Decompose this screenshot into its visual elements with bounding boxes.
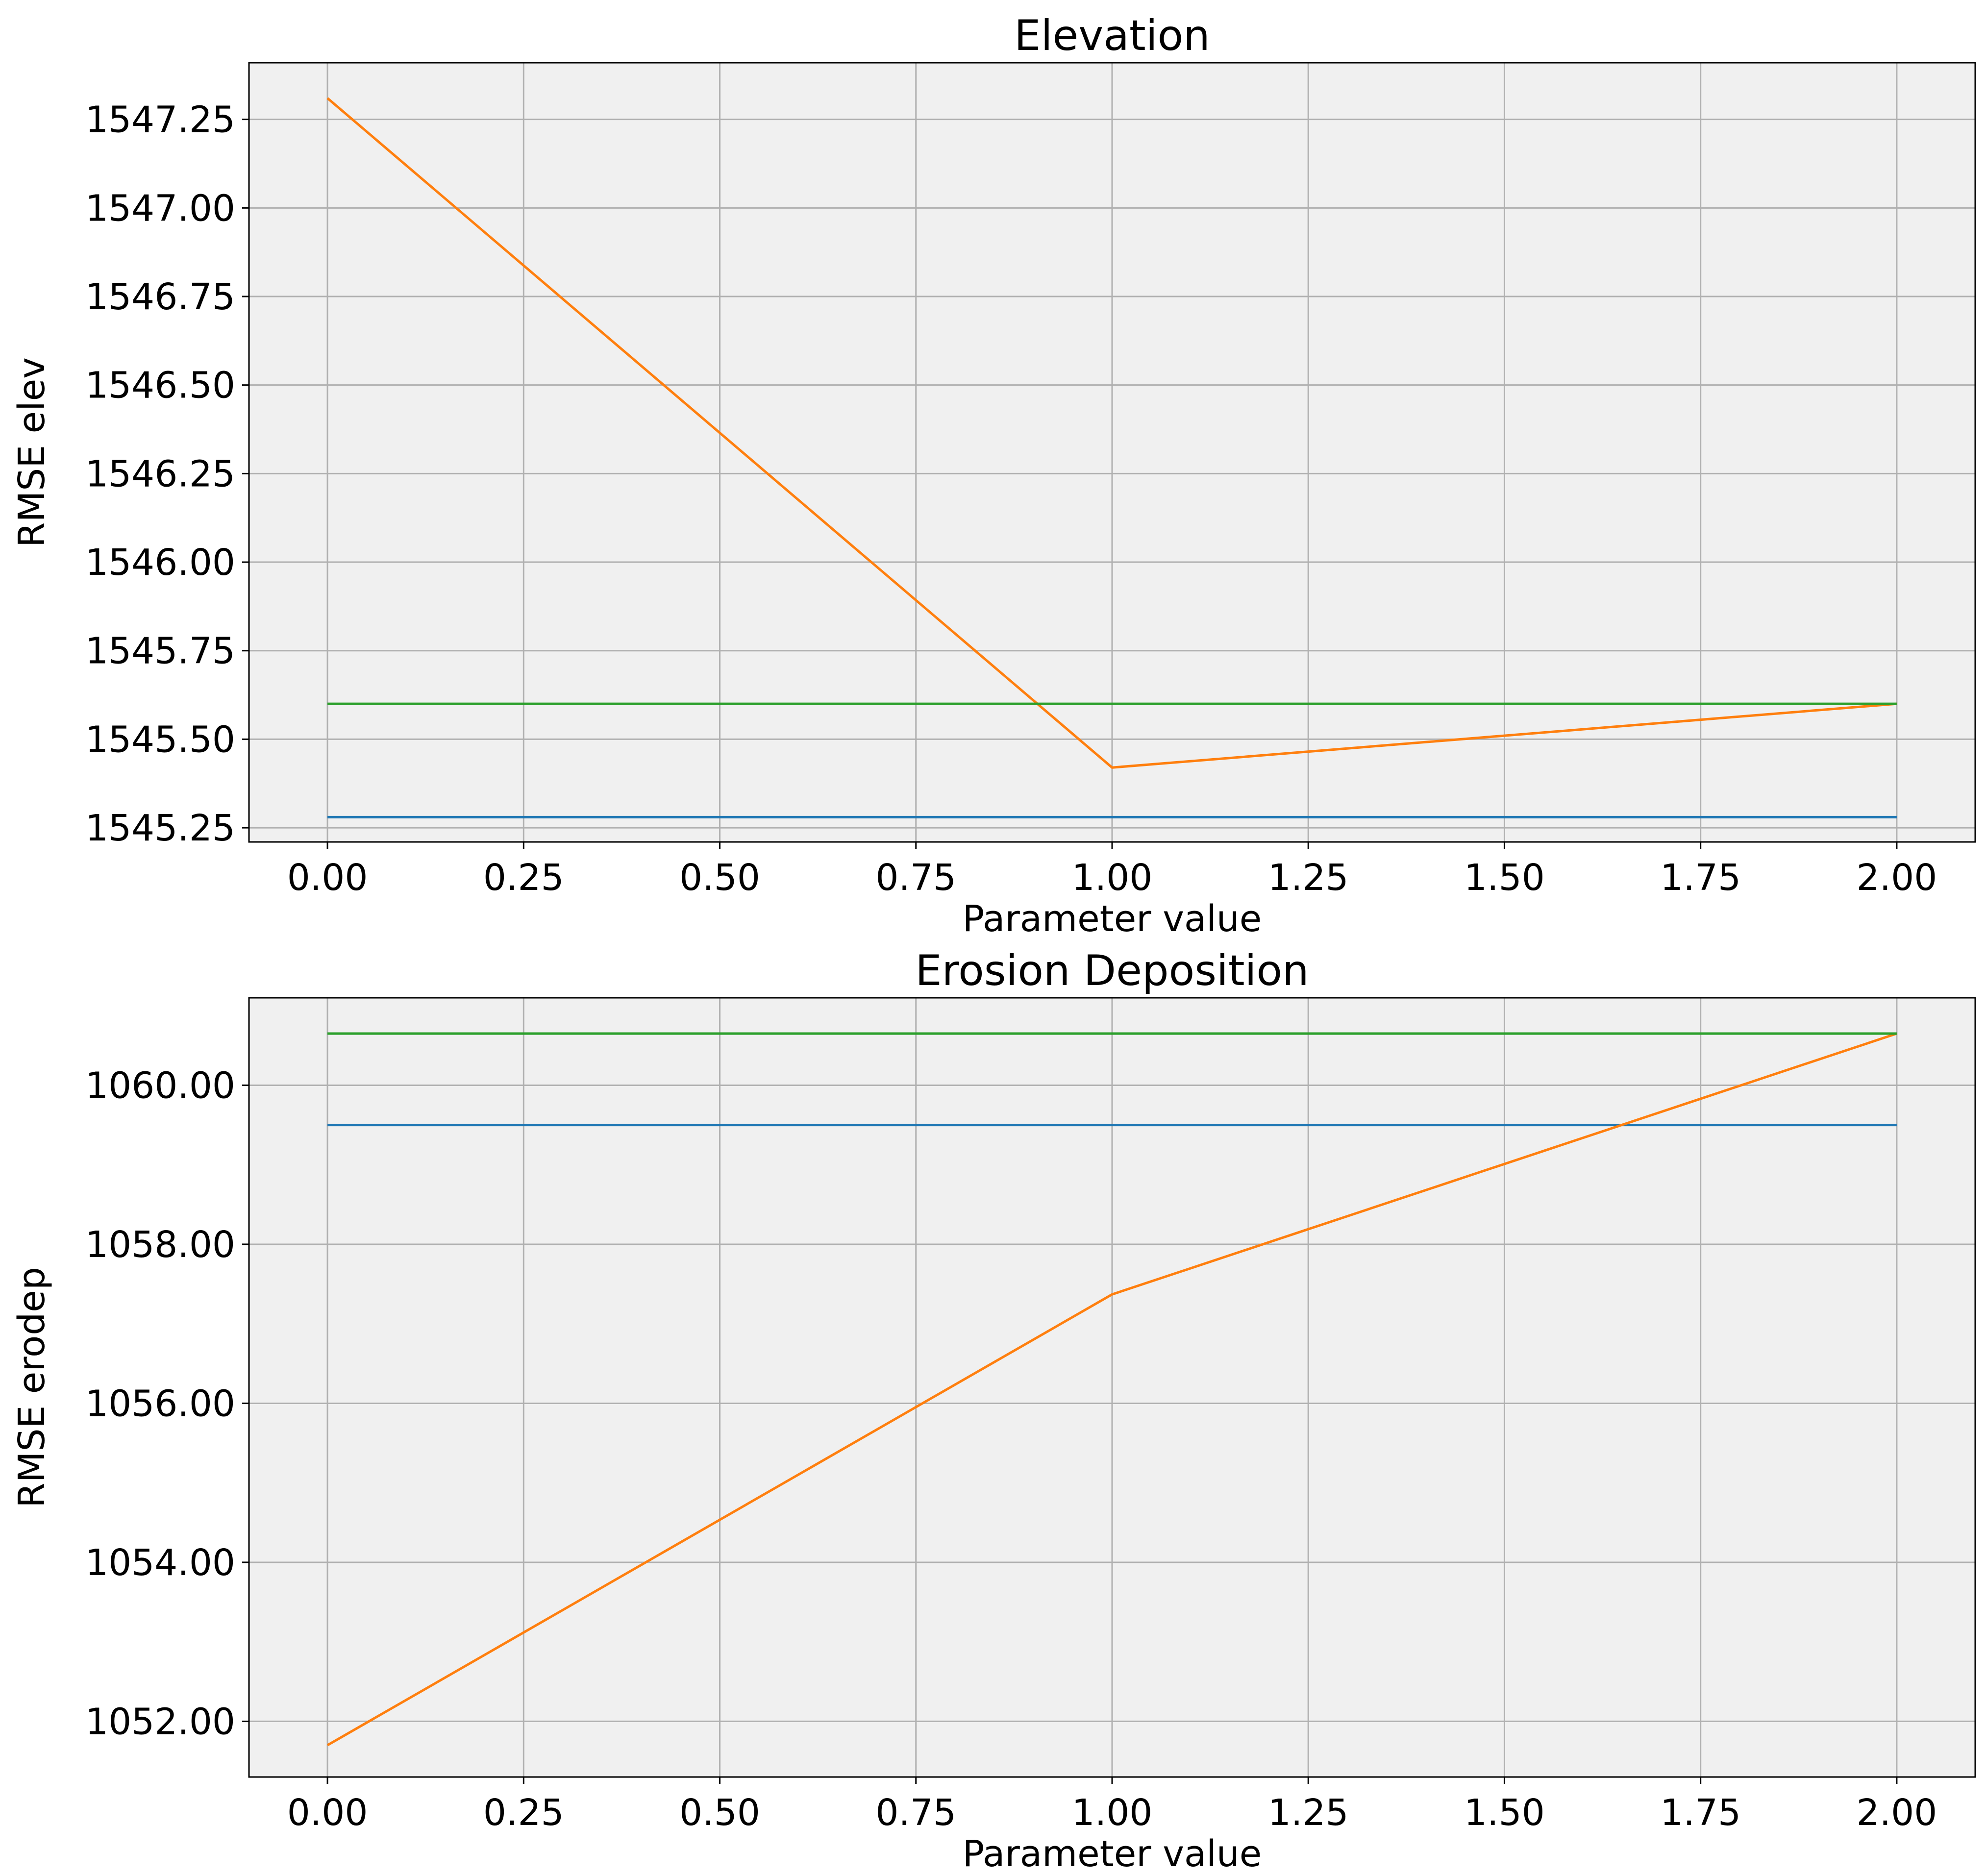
- y-tick-label: 1545.25: [85, 807, 235, 849]
- y-tick-label: 1546.50: [85, 365, 235, 407]
- series-line-2: [326, 1032, 1897, 1747]
- x-tick-label: 0.75: [875, 1792, 956, 1834]
- y-tick-label: 1546.25: [85, 453, 235, 495]
- x-tick-label: 1.50: [1464, 857, 1545, 899]
- y-tick-label: 1052.00: [85, 1701, 235, 1743]
- x-tick-label: 0.00: [287, 1792, 368, 1834]
- series-lines: [326, 97, 1897, 818]
- y-tick-label: 1546.75: [85, 276, 235, 318]
- x-tick-label: 1.00: [1072, 1792, 1153, 1834]
- x-tick-label: 2.00: [1857, 857, 1937, 899]
- y-tick-label: 1546.00: [85, 542, 235, 584]
- y-tick-label: 1547.00: [85, 187, 235, 229]
- y-tick-label: 1547.25: [85, 99, 235, 141]
- y-tick-label: 1545.50: [85, 718, 235, 761]
- x-tick-label: 1.50: [1464, 1792, 1545, 1834]
- x-tick-label: 0.00: [287, 857, 368, 899]
- y-axis-label: RMSE elev: [11, 357, 53, 547]
- y-axis-label: RMSE erodep: [11, 1267, 53, 1508]
- gridlines: [249, 998, 1975, 1777]
- x-tick-label: 1.75: [1660, 857, 1741, 899]
- x-tick-label: 1.75: [1660, 1792, 1741, 1834]
- x-axis-label: Parameter value: [963, 1833, 1262, 1875]
- y-tick-label: 1056.00: [85, 1382, 235, 1425]
- x-tick-label: 0.75: [875, 857, 956, 899]
- gridlines: [249, 63, 1975, 842]
- ticks: 0.00 0.25 0.50 0.75 1.00 1.25 1.50 1.75 2.00 1052…: [85, 1064, 1937, 1834]
- series-lines: [326, 1032, 1897, 1747]
- x-tick-label: 1.00: [1072, 857, 1153, 899]
- x-tick-label: 0.25: [483, 1792, 564, 1834]
- x-tick-label: 0.50: [679, 1792, 760, 1834]
- chart-title: Erosion Deposition: [915, 946, 1309, 995]
- chart-title: Elevation: [1014, 11, 1210, 60]
- ticks: 0.00 0.25 0.50 0.75 1.00 1.25 1.50 1.75 2.00 1545…: [85, 99, 1937, 899]
- x-tick-label: 0.50: [679, 857, 760, 899]
- y-tick-label: 1058.00: [85, 1224, 235, 1266]
- y-tick-label: 1060.00: [85, 1064, 235, 1107]
- x-tick-label: 2.00: [1857, 1792, 1937, 1834]
- y-tick-label: 1545.75: [85, 630, 235, 672]
- x-axis-label: Parameter value: [963, 898, 1262, 940]
- x-tick-label: 1.25: [1268, 1792, 1349, 1834]
- erosion-deposition-subplot: 0.00 0.25 0.50 0.75 1.00 1.25 1.50 1.75 2.00 1052…: [11, 946, 1976, 1875]
- y-tick-label: 1054.00: [85, 1542, 235, 1584]
- series-line-2: [326, 97, 1897, 769]
- x-tick-label: 1.25: [1268, 857, 1349, 899]
- elevation-subplot: 0.00 0.25 0.50 0.75 1.00 1.25 1.50 1.75 2.00 1545…: [11, 11, 1976, 940]
- x-tick-label: 0.25: [483, 857, 564, 899]
